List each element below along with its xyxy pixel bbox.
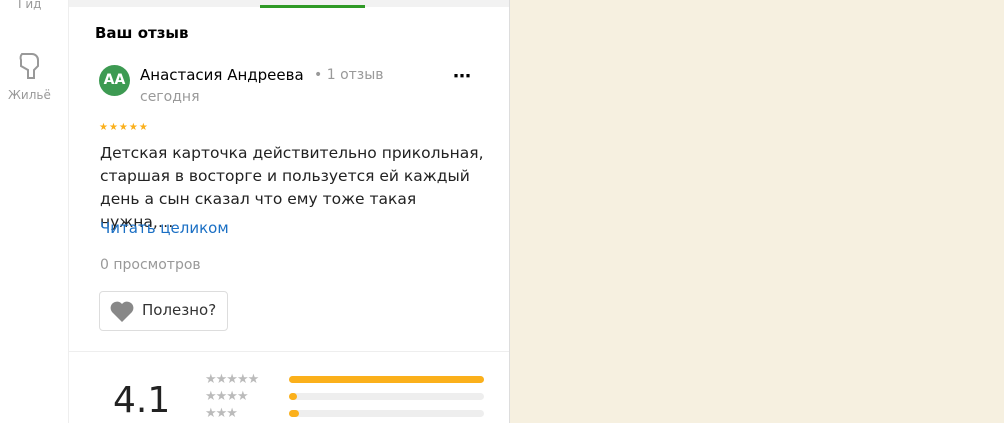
bar-fill bbox=[289, 393, 297, 400]
average-rating: 4.1 bbox=[113, 380, 171, 421]
bar-fill bbox=[289, 410, 299, 417]
review-stars: ★★★★★ bbox=[99, 122, 149, 133]
bullet: • 1 отзыв bbox=[314, 67, 384, 83]
views: 0 просмотров bbox=[100, 257, 201, 273]
review-text: Детская карточка действительно прикольна… bbox=[100, 144, 484, 231]
tab-bar bbox=[69, 0, 509, 7]
author-reviews: 1 отзыв bbox=[326, 67, 384, 83]
divider bbox=[69, 351, 509, 352]
row-stars: ★★★ bbox=[205, 406, 238, 421]
helpful-button[interactable]: Полезно? bbox=[99, 291, 228, 331]
active-tab bbox=[260, 5, 365, 8]
bar-track bbox=[289, 410, 484, 417]
helpful-label: Полезно? bbox=[142, 301, 217, 319]
heart-icon bbox=[110, 301, 134, 322]
more-menu[interactable]: ⋯ bbox=[453, 66, 471, 87]
read-more-link[interactable]: Читать целиком bbox=[100, 219, 229, 237]
bar-fill bbox=[289, 376, 484, 383]
review-panel: Ваш отзыв АА Анастасия Андреева • 1 отзы… bbox=[69, 0, 510, 423]
date: сегодня bbox=[140, 89, 200, 105]
author[interactable]: Анастасия Андреева bbox=[140, 66, 304, 84]
bar-track bbox=[289, 393, 484, 400]
avatar: АА bbox=[99, 65, 130, 96]
row-stars: ★★★★★ bbox=[205, 372, 259, 387]
bar-track bbox=[289, 376, 484, 383]
row-stars: ★★★★ bbox=[205, 389, 249, 404]
nav-item[interactable]: Гид bbox=[18, 0, 42, 11]
sidebar: Гид Жильё bbox=[0, 0, 69, 423]
housing-icon bbox=[19, 53, 39, 79]
nav-item[interactable]: Жильё bbox=[8, 88, 51, 102]
section-title: Ваш отзыв bbox=[95, 24, 189, 42]
